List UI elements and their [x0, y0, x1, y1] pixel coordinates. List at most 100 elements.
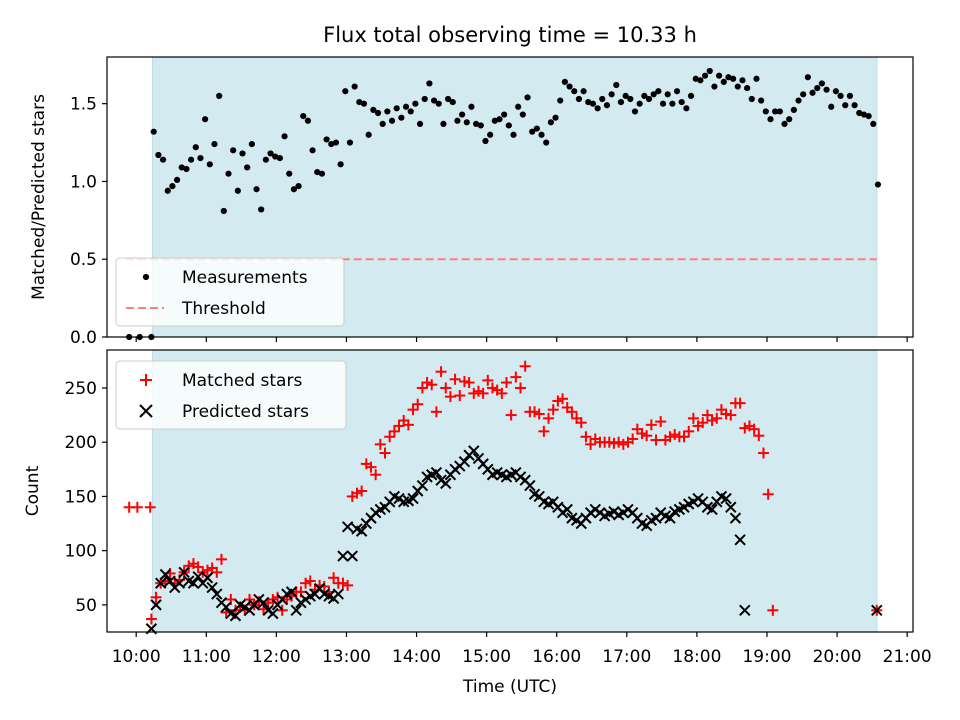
y-tick-label: 200	[65, 433, 97, 453]
predicted-star-stroke	[626, 506, 639, 519]
predicted-star-stroke	[729, 512, 742, 524]
predicted-star-stroke	[206, 581, 218, 594]
measurement-point	[342, 88, 349, 95]
measurement-point	[865, 113, 872, 120]
measurement-point	[533, 125, 540, 132]
measurement-point	[239, 150, 246, 157]
predicted-star-point	[416, 479, 429, 492]
matched-star-point	[144, 501, 156, 513]
predicted-star-point	[706, 503, 718, 516]
measurement-point	[444, 95, 452, 103]
matched-star-point	[720, 408, 732, 420]
predicted-star-stroke	[715, 490, 728, 503]
predicted-star-stroke	[636, 517, 648, 530]
predicted-star-stroke	[519, 474, 531, 486]
predicted-star-stroke	[239, 601, 251, 613]
matched-star-point	[388, 425, 400, 437]
measurement-point	[300, 113, 307, 120]
predicted-star-point	[173, 577, 186, 589]
matched-star-point	[697, 417, 709, 429]
measurement-point	[814, 85, 821, 92]
x-axis-ticks: 10:00 11:00 12:00 13:00 14:00 15:00 16:00 17:00…	[112, 632, 932, 667]
measurement-point	[580, 88, 587, 95]
measurement-point	[669, 100, 676, 107]
measurement-point	[603, 102, 611, 109]
measurement-point	[267, 150, 274, 157]
predicted-star-stroke	[538, 496, 550, 508]
plot-frame	[106, 349, 914, 633]
measurement-point	[230, 147, 237, 154]
y-tick-label: 50	[75, 596, 97, 616]
measurement-point	[463, 119, 470, 126]
predicted-star-stroke	[477, 458, 489, 470]
measurement-point	[323, 136, 330, 143]
measurement-point	[318, 170, 326, 177]
measurement-point	[673, 88, 681, 95]
predicted-star-point	[159, 568, 172, 581]
measurement-point	[823, 86, 830, 93]
legend-box	[115, 257, 345, 327]
matched-star-point	[407, 404, 419, 416]
measurement-point	[188, 156, 195, 163]
measurement-point	[687, 92, 695, 99]
predicted-star-stroke	[178, 566, 190, 579]
measurement-point	[762, 108, 769, 115]
measurement-point	[173, 176, 181, 183]
predicted-star-stroke	[622, 503, 634, 516]
predicted-star-stroke	[566, 512, 578, 524]
predicted-star-point	[725, 501, 737, 513]
legend: Matched stars Predicted stars	[115, 360, 347, 430]
measurement-point	[730, 75, 737, 82]
matched-star-point	[472, 385, 484, 397]
measurement-point	[645, 95, 653, 103]
matched-star-point	[435, 366, 447, 378]
measurement-point	[800, 91, 807, 98]
matched-star-point	[683, 425, 695, 437]
predicted-star-stroke	[524, 479, 536, 492]
predicted-star-point	[290, 604, 302, 617]
measurement-point	[706, 67, 713, 75]
x-tick-label: 20:00	[813, 647, 862, 667]
predicted-star-point	[150, 599, 162, 611]
matched-star-point	[706, 415, 718, 426]
measurement-point	[365, 131, 372, 138]
measurement-point	[272, 153, 279, 160]
y-tick-label: 150	[65, 487, 97, 507]
measurement-point	[795, 97, 802, 104]
measurement-points	[126, 67, 882, 341]
matched-star-point	[384, 431, 396, 443]
measurement-point	[832, 88, 840, 95]
matched-star-point	[370, 469, 382, 481]
measurement-point	[407, 108, 414, 115]
measurement-point	[398, 114, 405, 121]
measurement-point	[585, 99, 592, 106]
measurement-point	[159, 156, 167, 163]
measurement-point	[561, 78, 569, 85]
predicted-star-stroke	[159, 568, 172, 581]
matched-star-point	[757, 447, 769, 459]
matched-star-point	[608, 437, 620, 449]
measurement-point	[202, 116, 209, 123]
measurement-point	[650, 91, 657, 98]
predicted-star-stroke	[155, 577, 167, 589]
measurement-point	[370, 106, 377, 113]
matched-star-point	[426, 379, 438, 391]
plot-frame	[106, 56, 914, 338]
predicted-star-point	[871, 604, 883, 617]
measurement-point	[491, 117, 498, 124]
measurement-point	[155, 151, 162, 159]
predicted-star-stroke	[697, 496, 709, 508]
measurement-point	[164, 187, 171, 194]
measurement-point	[874, 181, 882, 188]
measurement-point	[328, 141, 335, 148]
matched-star-point	[627, 433, 639, 445]
predicted-star-stroke	[631, 512, 644, 524]
measurement-point	[416, 120, 424, 127]
measurement-point	[860, 111, 868, 118]
predicted-star-stroke	[491, 466, 503, 479]
measurement-point	[192, 144, 199, 151]
predicted-star-stroke	[440, 477, 452, 490]
matched-star-point	[533, 408, 545, 420]
count-panel: 50 100 150 200 250 10:00 11:00 12:00 13:00 14:00…	[23, 349, 932, 697]
matched-star-point	[655, 416, 667, 428]
